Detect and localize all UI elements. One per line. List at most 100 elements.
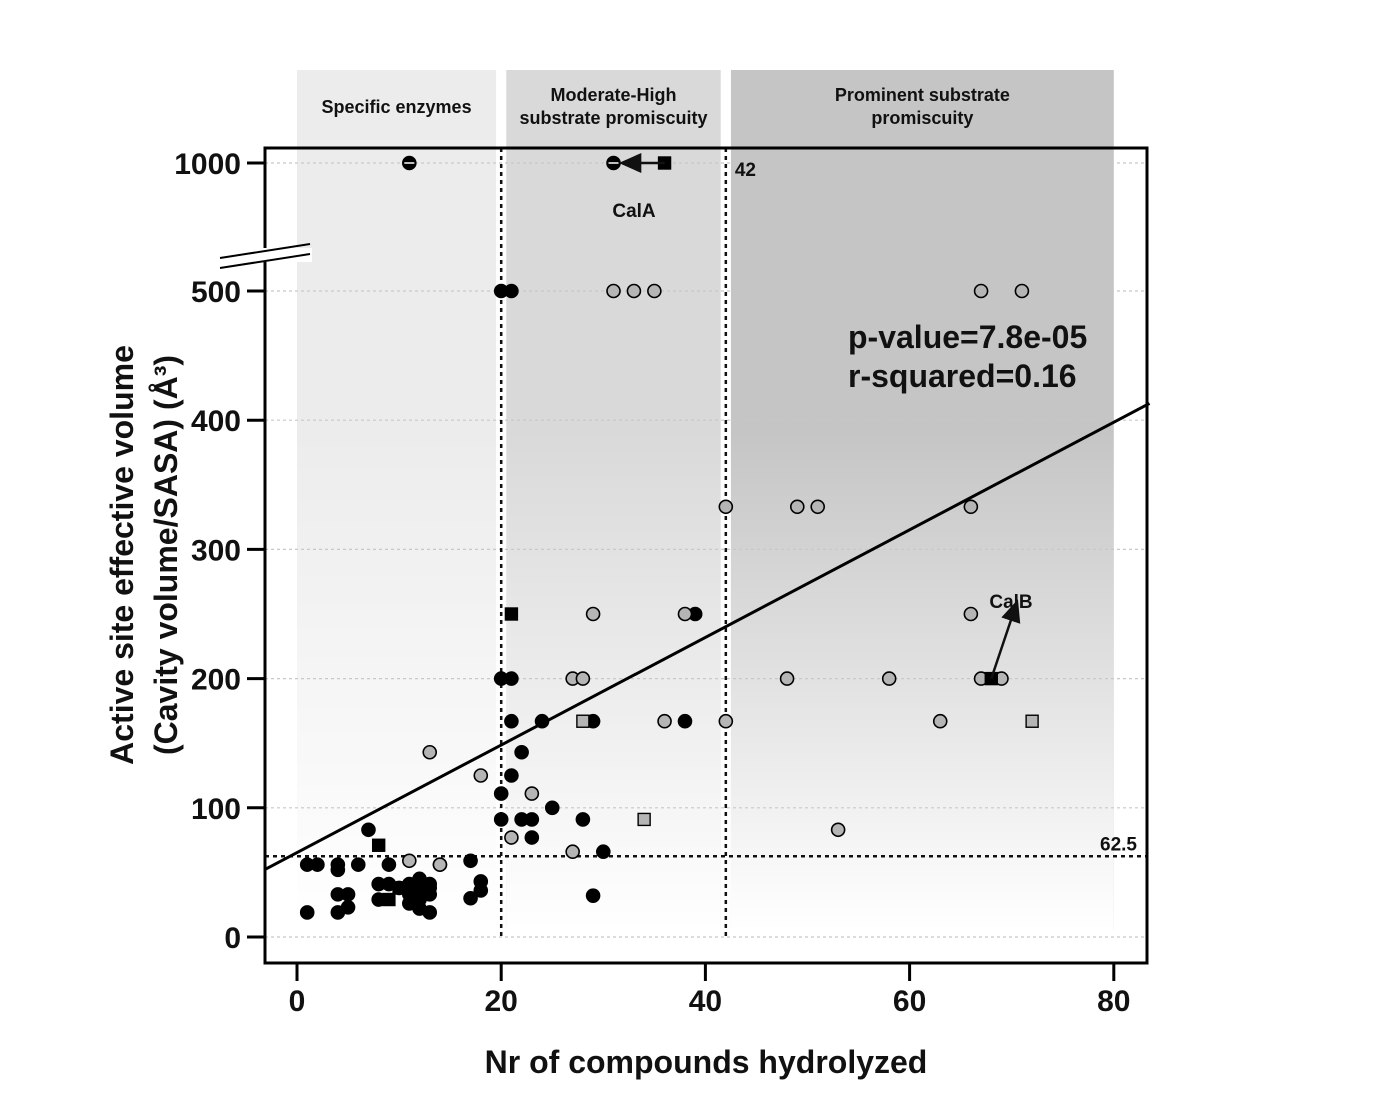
annotation-calb: CalB (989, 592, 1032, 613)
y-tick-label: 100 (191, 793, 241, 826)
axes: 0 100 200 300 400 500 1000 0 20 40 60 80 (174, 148, 1130, 1018)
black-circle-point (422, 880, 438, 896)
x-tick-label: 40 (689, 985, 722, 1018)
gray-circle-point (565, 844, 580, 860)
y-tick-label: 0 (224, 922, 241, 955)
axis-break-mark (219, 253, 311, 269)
black-circle-point (524, 830, 540, 845)
annotation-arrow (990, 599, 1021, 679)
region-label: substrate promiscuity (519, 108, 707, 128)
y-axis-title-line1: Active site effective volume (104, 345, 140, 765)
gray-circle-point (585, 606, 601, 622)
black-circle-point (350, 857, 366, 872)
black-circle-point (361, 822, 376, 838)
gray-square-point (637, 812, 651, 827)
region-label: Specific enzymes (322, 97, 472, 117)
regression-line-group (263, 402, 1151, 872)
black-circle-point (575, 812, 591, 827)
gray-circle-point (606, 283, 621, 299)
region-fade (506, 430, 721, 930)
black-circle-point (310, 857, 325, 872)
black-square-point (382, 892, 396, 907)
region-label: promiscuity (871, 108, 973, 128)
gray-circle-point (718, 499, 734, 515)
black-square-point (504, 607, 519, 621)
gray-circle-point (963, 499, 979, 515)
black-circle-point (463, 853, 478, 869)
black-circle-point (463, 890, 478, 906)
black-square-point (371, 838, 386, 852)
gray-circle-point (779, 671, 795, 686)
region-bands (297, 70, 1114, 930)
gray-circle-point (473, 768, 489, 783)
black-circle-point (595, 844, 611, 860)
x-tick-label: 0 (289, 985, 306, 1018)
black-circle-point (514, 744, 529, 760)
gray-circle-point (810, 499, 826, 515)
regression-line (263, 402, 1151, 872)
r-squared-label: r-squared=0.16 (848, 358, 1077, 394)
black-circle-point (473, 874, 489, 889)
region-fade (297, 430, 497, 930)
black-circle-point (493, 812, 509, 827)
black-circle-point (299, 905, 315, 920)
chart-text: Nr of compounds hydrolyzed Active site ef… (104, 85, 1137, 1080)
black-circle-point (544, 800, 560, 816)
gray-circle-point (432, 857, 448, 872)
x-tick-label: 60 (893, 985, 926, 1018)
black-circle-point (585, 888, 601, 903)
gray-circle-point (789, 499, 805, 515)
axis-break-gap (218, 248, 312, 262)
black-circle-point (504, 671, 519, 686)
y-tick-label: 200 (191, 664, 241, 697)
gray-circle-point (402, 853, 417, 869)
gray-square-point (1025, 714, 1039, 728)
gray-circle-point (830, 822, 846, 838)
gray-circle-point (504, 830, 519, 845)
gray-circle-point (524, 786, 540, 801)
data-points (299, 155, 1039, 920)
region-label: Moderate-High (551, 85, 677, 105)
black-circle-point (504, 768, 519, 783)
x-tick-label: 20 (485, 985, 518, 1018)
black-circle-point (524, 812, 540, 827)
black-circle-point (504, 283, 519, 299)
black-square-point (392, 881, 406, 895)
x-tick-label: 80 (1097, 985, 1130, 1018)
gray-circle-point (575, 671, 591, 686)
black-circle-point (504, 713, 519, 729)
gray-circle-point (963, 606, 979, 622)
threshold-y-label: 62.5 (1100, 834, 1137, 855)
x-axis-title: Nr of compounds hydrolyzed (485, 1044, 928, 1080)
gray-circle-point (932, 713, 948, 729)
gray-circle-point (677, 606, 693, 622)
axis-break-mark (219, 243, 311, 259)
gray-circle-point (973, 283, 989, 299)
black-circle-point (381, 857, 397, 872)
gray-circle-point (647, 283, 662, 299)
threshold-x-label: 42 (735, 160, 756, 181)
gray-circle-point (1014, 283, 1030, 299)
gray-circle-point (422, 744, 438, 760)
gray-circle-point (718, 713, 734, 729)
black-circle-point (677, 713, 693, 729)
y-tick-label: 400 (191, 405, 241, 438)
black-circle-point (340, 887, 356, 902)
black-circle-point (340, 899, 356, 915)
annotation-cala: CalA (612, 201, 656, 222)
black-circle-point (534, 713, 550, 729)
y-axis-title-line2: (Cavity volume/SASA) (Å³) (148, 355, 184, 755)
region-label: Prominent substrate (835, 85, 1010, 105)
gray-circle-point (881, 671, 897, 686)
black-circle-point (330, 857, 346, 872)
y-tick-label: 300 (191, 534, 241, 567)
black-circle-point (422, 905, 438, 920)
gray-circle-point (626, 283, 642, 299)
p-value-label: p-value=7.8e-05 (848, 319, 1087, 355)
gray-square-point (576, 714, 590, 728)
gray-circle-point (657, 713, 672, 729)
y-tick-label: 1000 (174, 148, 241, 181)
y-tick-label: 500 (191, 276, 241, 309)
